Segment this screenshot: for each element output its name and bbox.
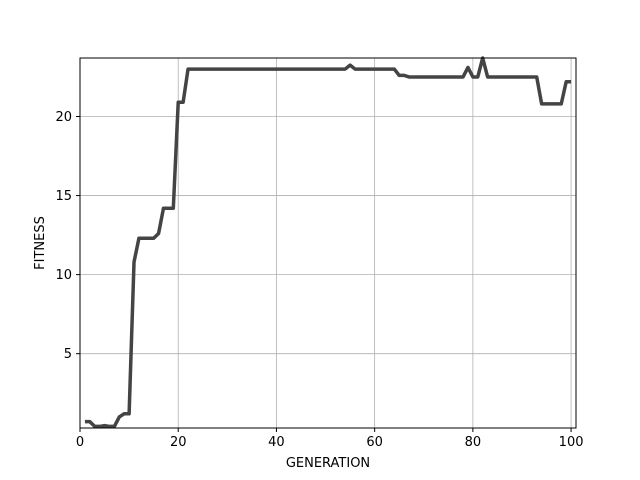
plot-frame	[79, 57, 577, 429]
x-tick-label: 60	[366, 435, 383, 450]
tick-layer: 0 20 40 60 80 100 5 10 15 20	[55, 110, 583, 450]
y-tick-label: 15	[55, 189, 72, 204]
y-tick-label: 5	[64, 347, 72, 362]
y-axis-label: FITNESS	[33, 216, 48, 270]
x-tick-label: 20	[170, 435, 187, 450]
fitness-series-line	[84, 56, 572, 429]
x-tick-label: 100	[559, 435, 584, 450]
x-tick-label: 80	[465, 435, 482, 450]
x-axis-label: GENERATION	[286, 456, 370, 471]
y-tick-label: 10	[55, 268, 72, 283]
x-tick-label: 0	[76, 435, 84, 450]
series-layer	[84, 56, 572, 429]
y-tick-label: 20	[55, 110, 72, 125]
x-tick-label: 40	[268, 435, 285, 450]
